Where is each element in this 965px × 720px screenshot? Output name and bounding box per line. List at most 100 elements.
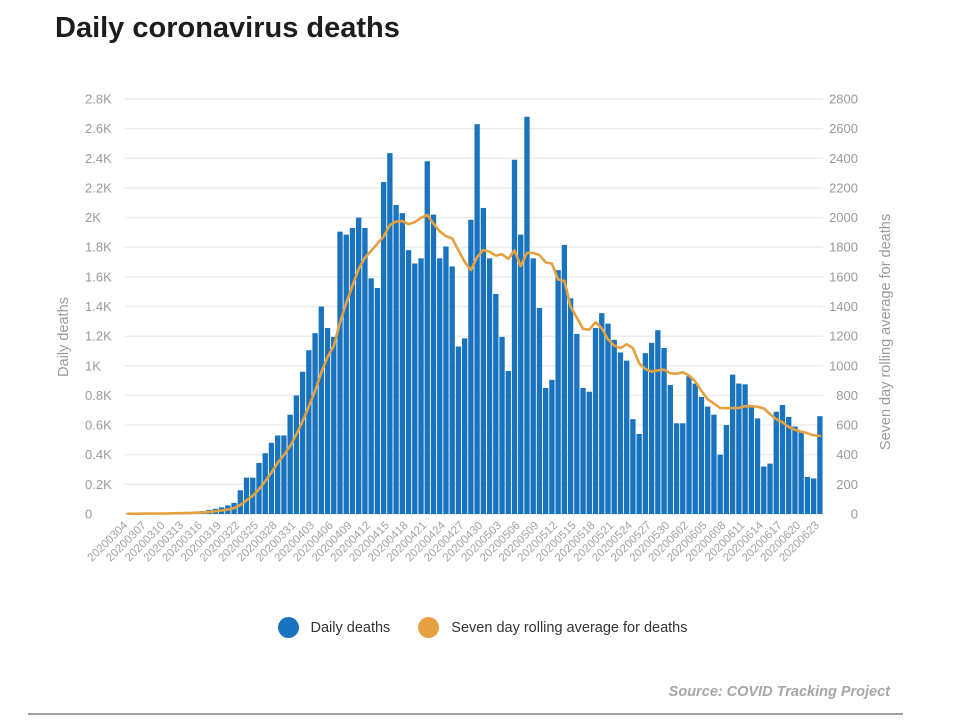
daily-deaths-bar: [493, 293, 499, 514]
daily-deaths-bar: [380, 182, 387, 514]
daily-deaths-bar: [611, 339, 617, 514]
daily-deaths-bar: [555, 270, 561, 514]
daily-deaths-bar: [374, 287, 381, 514]
daily-deaths-bar: [592, 327, 599, 514]
daily-deaths-bars: [125, 116, 823, 515]
daily-deaths-bar: [468, 219, 474, 514]
daily-deaths-bar: [312, 333, 318, 514]
daily-deaths-bar: [655, 330, 661, 514]
left-axis-title: Daily deaths: [56, 297, 72, 377]
daily-deaths-bar: [337, 231, 343, 514]
daily-deaths-bar: [356, 217, 362, 515]
left-axis-tick: 1.4K: [85, 299, 112, 314]
daily-deaths-bar: [692, 383, 698, 514]
daily-deaths-bar: [287, 414, 293, 514]
daily-deaths-bar: [705, 406, 711, 514]
daily-deaths-bar: [505, 370, 511, 514]
daily-deaths-bar: [792, 426, 798, 514]
right-axis-tick: 0: [851, 507, 858, 522]
daily-deaths-bar: [461, 338, 468, 514]
gridlines: [125, 98, 823, 515]
daily-deaths-bar: [306, 350, 312, 514]
daily-deaths-bar: [543, 388, 549, 514]
daily-deaths-bar: [536, 307, 543, 514]
daily-deaths-bar: [586, 391, 592, 514]
daily-deaths-bar: [437, 258, 443, 514]
daily-deaths-bar: [723, 425, 730, 514]
daily-deaths-bar: [455, 346, 462, 514]
daily-deaths-bar: [387, 153, 393, 515]
daily-deaths-bar: [318, 306, 324, 514]
daily-deaths-bar: [786, 416, 792, 514]
right-axis-tick: 800: [836, 388, 858, 403]
daily-deaths-bar: [779, 405, 786, 514]
daily-deaths-bar: [810, 478, 817, 514]
daily-deaths-bar: [449, 266, 455, 514]
daily-deaths-bar: [362, 227, 368, 515]
daily-deaths-bar: [418, 258, 424, 514]
daily-deaths-bar: [767, 463, 773, 514]
daily-deaths-bar: [331, 336, 337, 514]
daily-deaths-bar: [761, 466, 767, 514]
daily-deaths-bar: [530, 258, 536, 514]
daily-deaths-bar: [817, 416, 823, 514]
daily-deaths-bar: [754, 418, 761, 514]
daily-deaths-bar: [574, 333, 580, 514]
rolling-average-line: [126, 213, 822, 516]
chart-legend: Daily deaths Seven day rolling average f…: [0, 617, 965, 638]
daily-deaths-bar: [661, 348, 667, 514]
left-axis-tick: 1K: [85, 358, 101, 373]
right-axis-tick: 1200: [829, 329, 858, 344]
left-axis-tick: 0.6K: [85, 418, 112, 433]
daily-deaths-bar: [804, 476, 811, 514]
daily-deaths-bar: [393, 204, 399, 515]
left-axis-tick: 2.2K: [85, 180, 112, 195]
right-axis-tick: 1600: [829, 269, 858, 284]
daily-deaths-bar: [243, 477, 250, 514]
right-axis-tick: 2800: [829, 92, 858, 107]
axis-tick-labels: 0 0 0.2K 200 0.4K 400 0.6K 600 0.8K 800 1K 1000 1.2K…: [85, 92, 858, 565]
daily-deaths-bar: [561, 244, 568, 514]
left-axis-tick: 1.2K: [85, 329, 112, 344]
right-axis-tick: 2400: [829, 151, 858, 166]
daily-deaths-bar: [262, 453, 268, 514]
left-axis-tick: 0.4K: [85, 447, 112, 462]
daily-deaths-bar: [399, 213, 405, 514]
right-axis-title: Seven day rolling average for deaths: [878, 213, 894, 451]
left-axis-tick: 2.8K: [85, 92, 112, 107]
right-axis-tick: 400: [836, 447, 858, 462]
daily-deaths-bar: [474, 124, 480, 515]
left-axis-tick: 0.2K: [85, 477, 112, 492]
daily-deaths-bar: [673, 423, 680, 514]
daily-deaths-bar: [798, 431, 804, 514]
chart-canvas: 0 0 0.2K 200 0.4K 400 0.6K 600 0.8K 800 1K 1000 1.2K…: [85, 92, 858, 565]
daily-deaths-bar: [237, 490, 243, 514]
daily-deaths-bar: [599, 313, 605, 514]
daily-deaths-bar: [630, 419, 636, 514]
daily-deaths-bar: [729, 374, 736, 514]
daily-deaths-bar: [486, 258, 493, 514]
daily-deaths-bar: [299, 371, 306, 514]
legend-item-daily-deaths[interactable]: Daily deaths: [277, 617, 391, 638]
daily-deaths-bar: [567, 298, 574, 514]
daily-deaths-bar: [343, 234, 349, 514]
legend-label: Seven day rolling average for deaths: [451, 619, 688, 636]
left-axis-tick: 2.4K: [85, 151, 112, 166]
daily-deaths-bar: [430, 214, 437, 514]
daily-deaths-bar: [742, 384, 748, 514]
daily-deaths-bar: [580, 388, 586, 514]
legend-item-rolling-average[interactable]: Seven day rolling average for deaths: [418, 617, 687, 638]
source-note: Source: COVID Tracking Project: [668, 684, 890, 700]
daily-deaths-bar: [617, 352, 624, 514]
daily-deaths-bar: [511, 159, 518, 514]
legend-label: Daily deaths: [310, 619, 391, 636]
daily-deaths-bar: [518, 234, 524, 514]
daily-deaths-bar: [773, 411, 779, 514]
daily-deaths-bar: [324, 327, 331, 514]
daily-deaths-bar: [717, 454, 723, 514]
daily-deaths-bar: [605, 323, 611, 514]
daily-deaths-bar: [698, 396, 705, 514]
right-axis-tick: 2600: [829, 121, 858, 136]
daily-deaths-bar: [636, 433, 642, 514]
